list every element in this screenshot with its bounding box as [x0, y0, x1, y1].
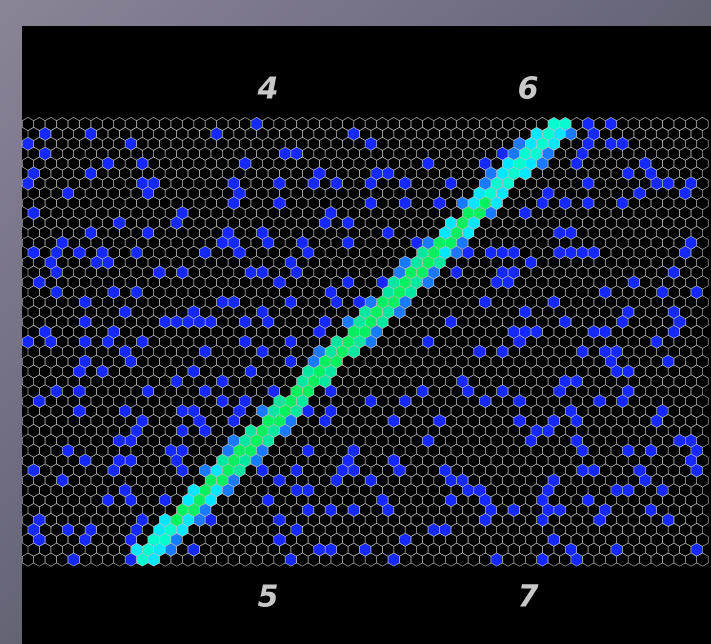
- hex-cell: [125, 553, 136, 566]
- sector-label: 5: [258, 580, 279, 615]
- hex-cell: [68, 553, 79, 566]
- hex-cell: [571, 553, 582, 566]
- hex-cell: [148, 553, 160, 566]
- sector-label: 4: [257, 72, 279, 107]
- sector-label: 6: [518, 72, 539, 107]
- hex-cell: [537, 553, 548, 566]
- sector-label: 7: [518, 580, 539, 615]
- hex-cell: [137, 553, 148, 566]
- hex-cell: [388, 553, 399, 566]
- hex-grid: [22, 117, 708, 566]
- detector-display: 4 6 5 7: [0, 0, 711, 644]
- page: 4 6 5 7 (() => { const data = JSON.parse…: [0, 0, 711, 644]
- hex-cell: [285, 553, 296, 566]
- hex-cell: [491, 553, 502, 566]
